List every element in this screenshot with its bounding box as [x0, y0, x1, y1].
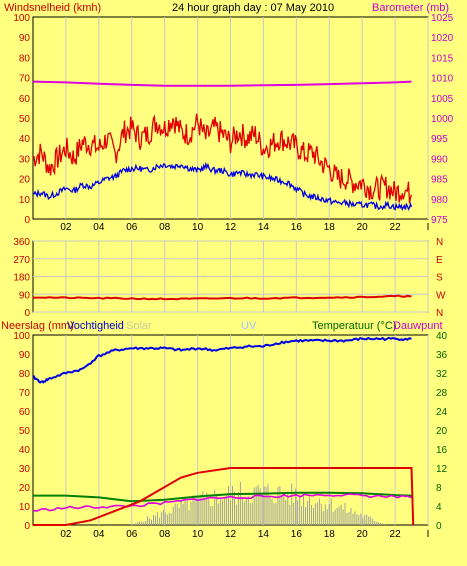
temperature-line [33, 491, 412, 503]
wind-axis-label: Windsnelheid (kmh) [4, 2, 101, 14]
humidity-tick-label: 100 [13, 331, 30, 342]
temperature-tick-label: 36 [436, 350, 448, 361]
panel-1-x-tick-label: 12 [225, 222, 237, 233]
barometer-axis-label: Barometer (mb) [372, 2, 449, 14]
wind-tick-label: 60 [19, 94, 31, 105]
panel-3-x-tick-label: 10 [192, 529, 204, 540]
panel-3-x-tick-label: 14 [258, 529, 270, 540]
humidity-tick-label: 40 [19, 445, 31, 456]
rain-axis-label: Neerslag (mm) [1, 320, 74, 332]
humidity-label: Vochtigheid [67, 320, 124, 332]
panel-1-x-tick-label: 18 [324, 222, 336, 233]
barometer-tick-label: 990 [431, 154, 448, 165]
compass-tick-label: E [436, 255, 443, 266]
panel-3-x-tick-label: I [427, 529, 430, 540]
panel-1-x-tick-label: 04 [93, 222, 105, 233]
wind-tick-label: 20 [19, 175, 31, 186]
panel-3-x-tick-label: 06 [126, 529, 138, 540]
solar-label: Solar [126, 320, 152, 332]
panel-1-x-tick-label: 02 [60, 222, 72, 233]
barometer-tick-label: 980 [431, 195, 448, 206]
humidity-tick-label: 0 [24, 521, 30, 532]
wind-tick-label: 100 [13, 13, 30, 24]
wind-average-line [32, 161, 413, 212]
panel-3-x-tick-label: 04 [93, 529, 105, 540]
uv-label: UV [241, 320, 257, 332]
temperature-tick-label: 20 [436, 426, 448, 437]
humidity-tick-label: 50 [19, 426, 31, 437]
panel-3-x-tick-label: 22 [390, 529, 402, 540]
compass-tick-label: S [436, 273, 443, 284]
direction-tick-label: 180 [13, 273, 30, 284]
humidity-tick-label: 20 [19, 483, 31, 494]
compass-tick-label: W [436, 290, 446, 301]
wind-tick-label: 30 [19, 154, 31, 165]
temperature-tick-label: 16 [436, 445, 448, 456]
barometer-tick-label: 1000 [431, 114, 454, 125]
wind-direction-line [32, 294, 412, 301]
humidity-tick-label: 70 [19, 388, 31, 399]
direction-tick-label: 270 [13, 255, 30, 266]
temperature-tick-label: 4 [436, 502, 442, 513]
humidity-line [32, 336, 412, 384]
humidity-tick-label: 80 [19, 369, 31, 380]
panel-1-x-tick-label: I [427, 222, 430, 233]
temperature-tick-label: 32 [436, 369, 448, 380]
barometer-tick-label: 975 [431, 215, 448, 226]
barometer-tick-label: 1010 [431, 74, 454, 85]
humidity-tick-label: 10 [19, 502, 31, 513]
humidity-tick-label: 90 [19, 350, 31, 361]
temperature-axis-label: Temperatuur (°C) [312, 320, 396, 332]
wind-tick-label: 10 [19, 195, 31, 206]
compass-tick-label: N [436, 308, 443, 319]
wind-tick-label: 50 [19, 114, 31, 125]
temperature-tick-label: 28 [436, 388, 448, 399]
wind-tick-label: 70 [19, 74, 31, 85]
wind-tick-label: 0 [24, 215, 30, 226]
direction-tick-label: 90 [19, 290, 31, 301]
rain-line [33, 467, 415, 526]
panel-3-x-tick-label: 12 [225, 529, 237, 540]
barometer-tick-label: 1020 [431, 33, 454, 44]
humidity-tick-label: 30 [19, 464, 31, 475]
panel-3-x-tick-label: 16 [291, 529, 303, 540]
wind-tick-label: 80 [19, 53, 31, 64]
wind-tick-label: 40 [19, 134, 31, 145]
wind-gust-line [32, 113, 413, 204]
panel-1-x-tick-label: 22 [390, 222, 402, 233]
temperature-tick-label: 12 [436, 464, 448, 475]
panel-1-x-tick-label: 06 [126, 222, 138, 233]
panel-3-x-tick-label: 20 [357, 529, 369, 540]
temperature-tick-label: 8 [436, 483, 442, 494]
dewpoint-line [32, 493, 412, 512]
panel-3-x-tick-label: 18 [324, 529, 336, 540]
direction-tick-label: 0 [24, 308, 30, 319]
temperature-tick-label: 0 [436, 521, 442, 532]
barometer-tick-label: 1005 [431, 94, 454, 105]
temperature-tick-label: 40 [436, 331, 448, 342]
dewpoint-label: Dauwpunt [393, 320, 443, 332]
panel-1-x-tick-label: 08 [159, 222, 171, 233]
barometer-tick-label: 1015 [431, 53, 454, 64]
barometer-tick-label: 1025 [431, 13, 454, 24]
barometer-tick-label: 995 [431, 134, 448, 145]
panel-3-x-tick-label: 02 [60, 529, 72, 540]
barometer-tick-label: 985 [431, 175, 448, 186]
panel-1-x-tick-label: 14 [258, 222, 270, 233]
chart-title: 24 hour graph day : 07 May 2010 [172, 2, 334, 14]
panel-1-x-tick-label: 16 [291, 222, 303, 233]
compass-tick-label: N [436, 237, 443, 248]
humidity-tick-label: 60 [19, 407, 31, 418]
barometer-line [32, 80, 412, 87]
panel-1-x-tick-label: 10 [192, 222, 204, 233]
direction-tick-label: 360 [13, 237, 30, 248]
temperature-tick-label: 24 [436, 407, 448, 418]
wind-tick-label: 90 [19, 33, 31, 44]
panel-1-x-tick-label: 20 [357, 222, 369, 233]
panel-3-x-tick-label: 08 [159, 529, 171, 540]
